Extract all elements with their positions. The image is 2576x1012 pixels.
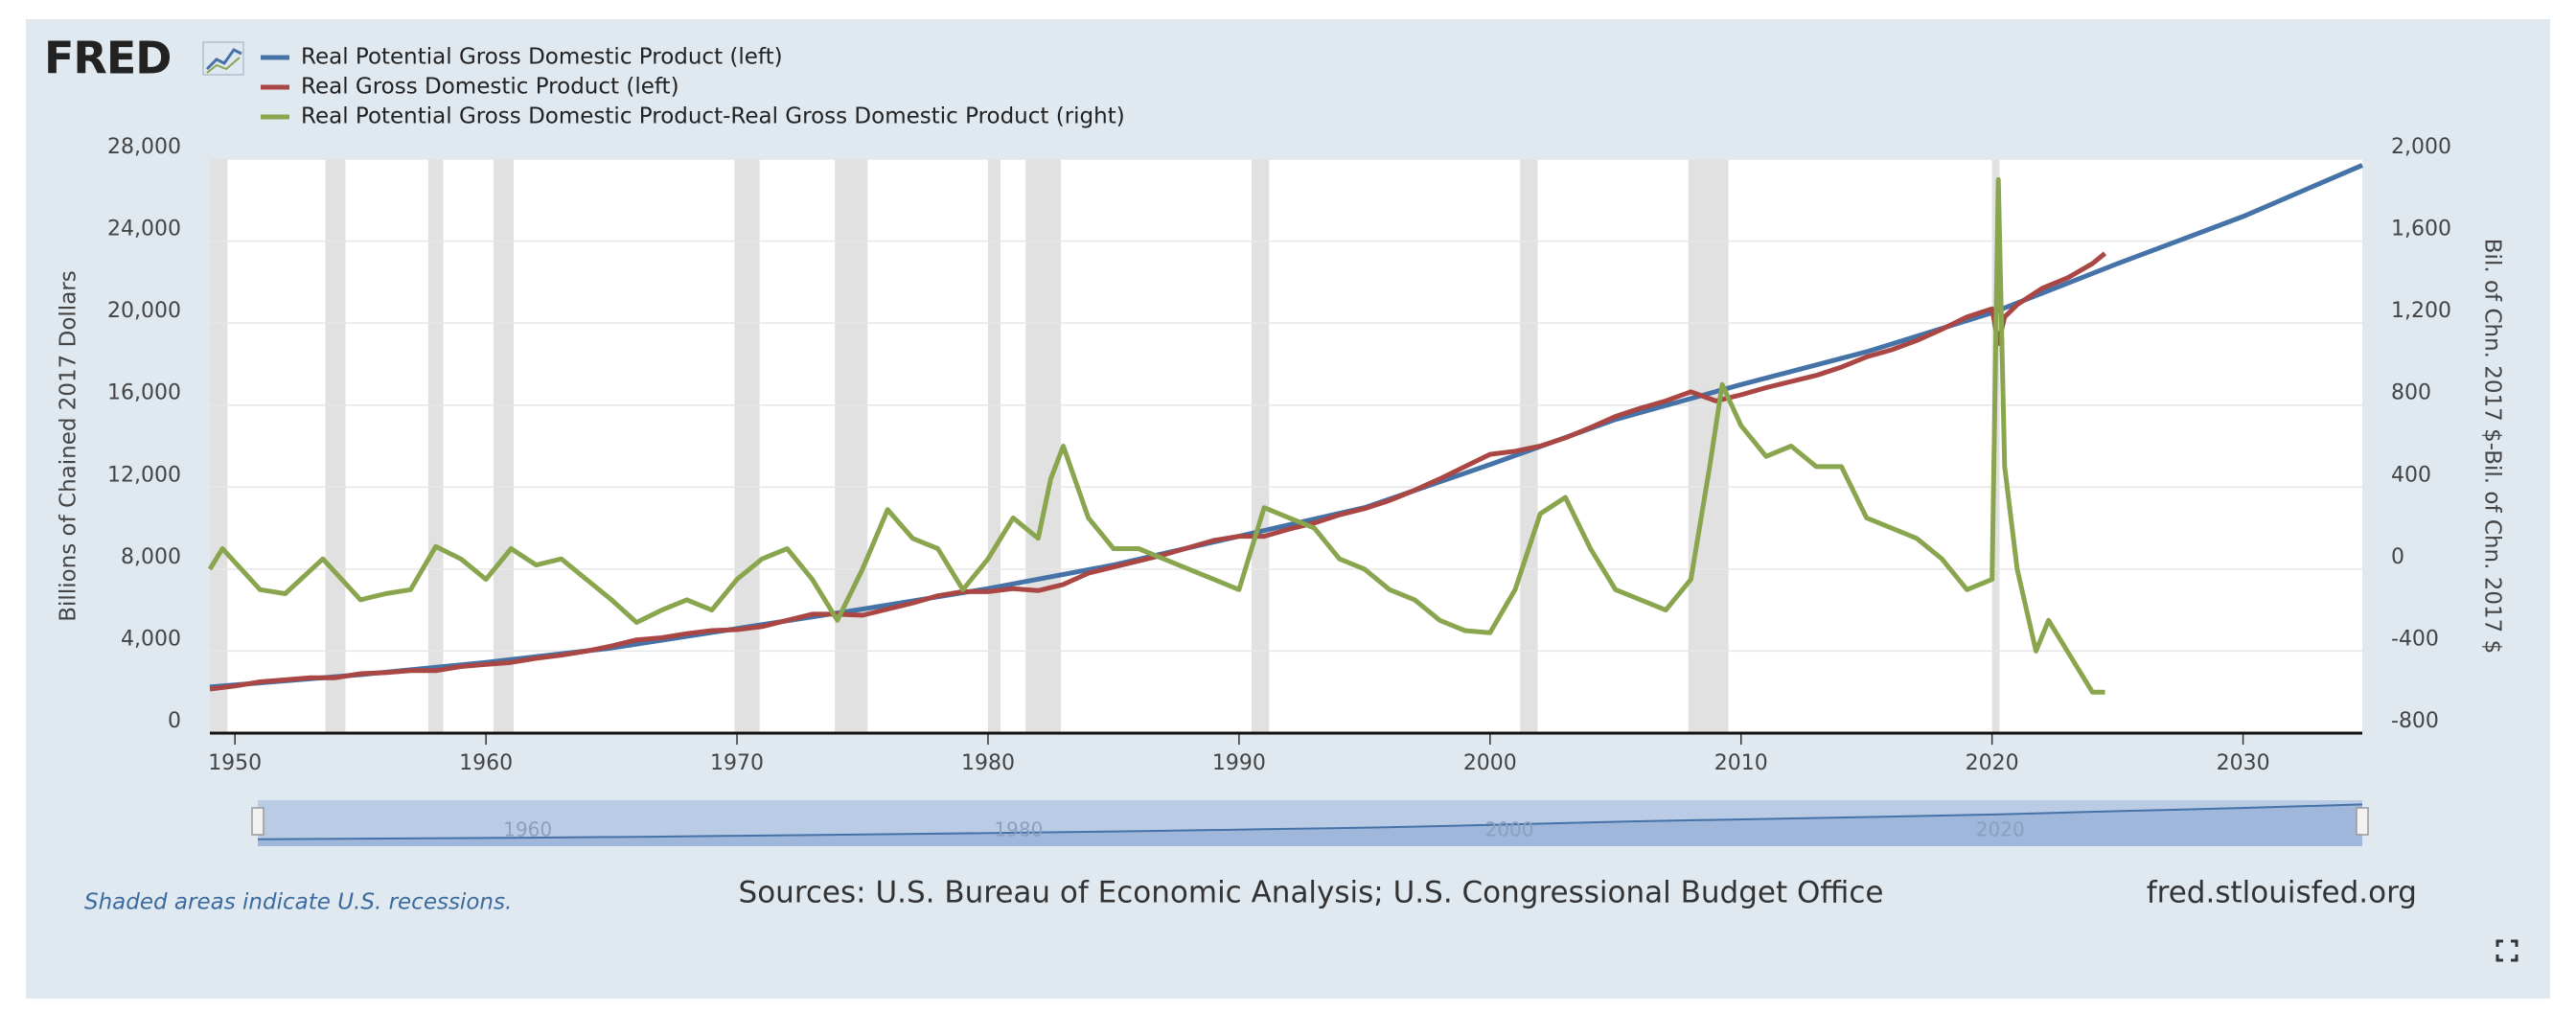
navigator-handle[interactable] — [2356, 807, 2369, 836]
recession-band — [325, 159, 346, 733]
y-tick-label: 16,000 — [107, 381, 181, 405]
y-tick-label: 28,000 — [107, 135, 181, 159]
recession-note: Shaded areas indicate U.S. recessions. — [84, 890, 512, 915]
y-axis-title: Billions of Chained 2017 Dollars — [57, 270, 81, 621]
y-tick-label: 12,000 — [107, 463, 181, 487]
recession-band — [493, 159, 514, 733]
recession-band — [987, 159, 1001, 733]
y-tick-label: 0 — [168, 709, 181, 733]
x-tick-label: 2030 — [2217, 751, 2270, 775]
y-tick-label: 24,000 — [107, 218, 181, 242]
y-tick-label: 8,000 — [121, 545, 181, 569]
fullscreen-icon[interactable] — [2496, 939, 2518, 962]
y2-tick-label: 400 — [2391, 463, 2431, 487]
navigator-line — [257, 803, 2363, 840]
recession-band — [835, 159, 868, 733]
legend-label: Real Potential Gross Domestic Product (l… — [301, 45, 783, 70]
x-tick-label: 1980 — [961, 751, 1015, 775]
x-tick-label: 1960 — [459, 751, 513, 775]
y2-axis-title: Bil. of Chn. 2017 $-Bil. of Chn. 2017 $ — [2480, 239, 2505, 654]
recession-band — [1251, 159, 1270, 733]
y-tick-label: 20,000 — [107, 299, 181, 323]
recession-band — [1025, 159, 1061, 733]
logo-icon — [202, 41, 244, 76]
navigator-tick-label: 1960 — [503, 818, 552, 841]
logo: FRED — [44, 33, 171, 84]
x-tick-label: 2010 — [1714, 751, 1768, 775]
recession-band — [427, 159, 444, 733]
site: fred.stlouisfed.org — [2147, 876, 2417, 910]
y2-tick-label: -800 — [2391, 709, 2439, 733]
legend-label: Real Gross Domestic Product (left) — [301, 75, 679, 100]
x-tick-label: 1990 — [1212, 751, 1266, 775]
recession-band — [734, 159, 760, 733]
series-line — [207, 176, 2105, 695]
navigator-tick-label: 2000 — [1485, 818, 1534, 841]
navigator-handle[interactable] — [251, 807, 264, 836]
y2-tick-label: 1,200 — [2391, 299, 2451, 323]
source: Sources: U.S. Bureau of Economic Analysi… — [739, 876, 1884, 910]
x-tick-label: 1970 — [710, 751, 764, 775]
y2-tick-label: 800 — [2391, 381, 2431, 405]
recession-band — [210, 159, 228, 733]
x-tick-label: 2000 — [1463, 751, 1517, 775]
x-tick-label: 1950 — [208, 751, 262, 775]
navigator-tick-label: 2020 — [1976, 818, 2025, 841]
series-line — [209, 251, 2107, 692]
navigator-tick-label: 1980 — [994, 818, 1043, 841]
y2-tick-label: 0 — [2391, 545, 2404, 569]
x-tick-label: 2020 — [1966, 751, 2019, 775]
y2-tick-label: 1,600 — [2391, 218, 2451, 242]
y-tick-label: 4,000 — [121, 627, 181, 651]
y2-tick-label: -400 — [2391, 627, 2439, 651]
legend-label: Real Potential Gross Domestic Product-Re… — [301, 104, 1125, 129]
y2-tick-label: 2,000 — [2391, 135, 2451, 159]
recession-band — [1688, 159, 1729, 733]
